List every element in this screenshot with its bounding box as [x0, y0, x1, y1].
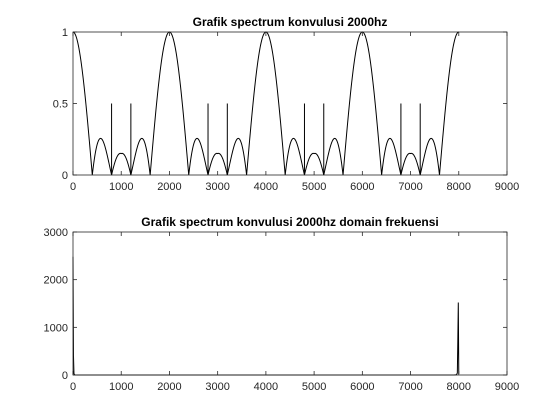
- bottom-xtick-label: 5000: [302, 381, 326, 393]
- bottom-chart-marks: [72, 256, 460, 376]
- top-ytick-label: 0.5: [53, 99, 68, 111]
- bottom-xtick-label: 0: [70, 381, 76, 393]
- bottom-xtick-label: 9000: [495, 381, 519, 393]
- bottom-chart-frame: [72, 231, 508, 376]
- bottom-series-line: [72, 256, 460, 376]
- bottom-ytick-label: 2000: [44, 275, 68, 287]
- top-chart-marks: [72, 31, 459, 176]
- top-ytick-label: 0: [62, 170, 68, 182]
- top-xtick-label: 8000: [447, 181, 471, 193]
- top-xtick-label: 1000: [109, 181, 133, 193]
- top-xtick-label: 7000: [398, 181, 422, 193]
- top-xtick-label: 6000: [350, 181, 374, 193]
- bottom-chart: Grafik spectrum konvulusi 2000hz domain …: [44, 215, 520, 393]
- bottom-xtick-label: 8000: [447, 381, 471, 393]
- top-chart-title: Grafik spectrum konvulusi 2000hz: [193, 15, 388, 29]
- bottom-xtick-label: 2000: [157, 381, 181, 393]
- top-xtick-label: 3000: [205, 181, 229, 193]
- top-xtick-label: 0: [70, 181, 76, 193]
- top-xtick-label: 2000: [157, 181, 181, 193]
- bottom-xtick-label: 6000: [350, 381, 374, 393]
- bottom-xtick-label: 3000: [205, 381, 229, 393]
- top-ytick-label: 1: [62, 27, 68, 39]
- bottom-xtick-label: 1000: [109, 381, 133, 393]
- top-xtick-label: 9000: [495, 181, 519, 193]
- top-xtick-label: 5000: [302, 181, 326, 193]
- top-chart-frame: [72, 31, 508, 176]
- top-xtick-label: 4000: [254, 181, 278, 193]
- top-chart-ticks: 0 1000 2000 3000 4000 5000 6000 7000 8000 9000 0 0.…: [53, 27, 520, 193]
- top-chart: Grafik spectrum konvulusi 2000hz 0 1000 20…: [53, 15, 520, 193]
- bottom-ytick-label: 3000: [44, 227, 68, 239]
- bottom-ytick-label: 0: [62, 370, 68, 382]
- bottom-ytick-label: 1000: [44, 322, 68, 334]
- bottom-xtick-label: 4000: [254, 381, 278, 393]
- bottom-chart-ticks: 0 1000 2000 3000 4000 5000 6000 7000 8000 9000 0 10…: [44, 227, 520, 393]
- bottom-chart-title: Grafik spectrum konvulusi 2000hz domain …: [141, 215, 438, 229]
- bottom-xtick-label: 7000: [398, 381, 422, 393]
